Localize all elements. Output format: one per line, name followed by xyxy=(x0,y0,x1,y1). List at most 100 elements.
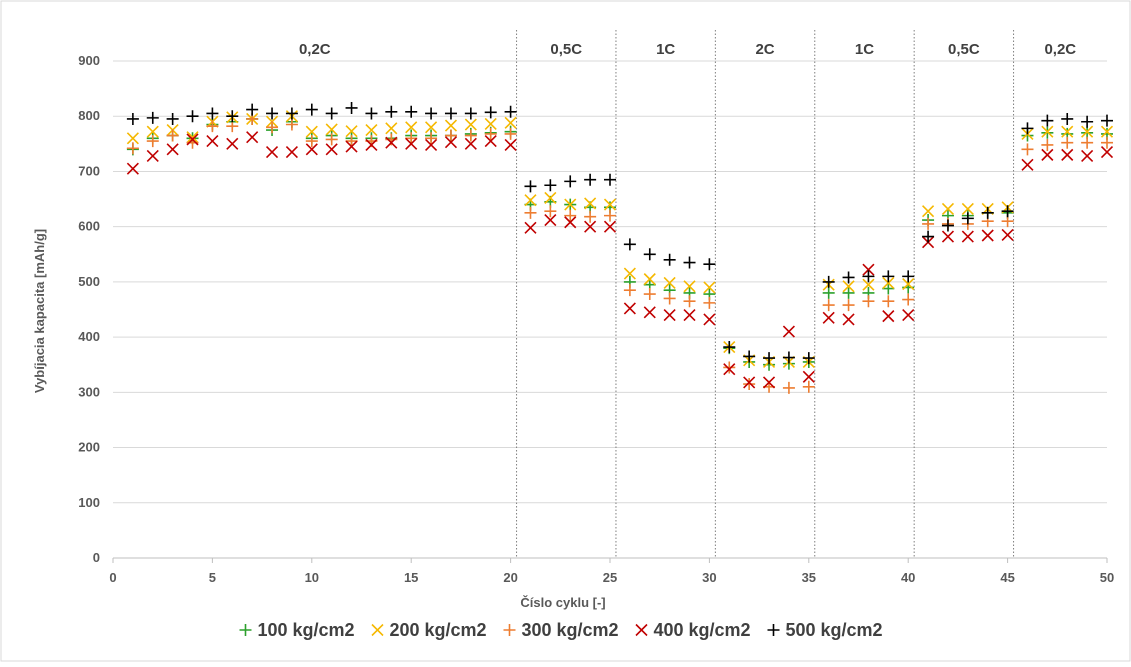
data-point xyxy=(126,132,139,145)
data-point xyxy=(1081,149,1094,163)
data-point xyxy=(345,140,358,153)
phase-label: 1C xyxy=(656,41,675,58)
data-point xyxy=(484,117,497,131)
data-point xyxy=(604,173,616,186)
data-point xyxy=(941,219,954,232)
data-point xyxy=(365,123,378,137)
data-point xyxy=(822,299,835,312)
data-point xyxy=(941,230,955,243)
data-point xyxy=(405,121,418,134)
x-tick-label: 0 xyxy=(109,570,116,585)
data-point xyxy=(186,133,199,146)
data-point xyxy=(285,146,298,159)
data-point xyxy=(325,107,338,120)
data-point xyxy=(206,120,219,133)
data-point xyxy=(961,230,974,243)
x-axis-title: Číslo cyklu [-] xyxy=(520,595,605,610)
data-point xyxy=(643,288,656,301)
data-point xyxy=(365,138,378,152)
data-point xyxy=(464,118,477,131)
data-point xyxy=(743,350,756,363)
data-point xyxy=(464,129,477,142)
data-point xyxy=(1081,125,1094,138)
data-point xyxy=(544,179,557,192)
data-point xyxy=(524,221,537,234)
data-point xyxy=(444,119,458,132)
phase-label: 0,5C xyxy=(948,41,980,58)
legend-marker xyxy=(371,623,384,637)
legend-label: 500 kg/cm2 xyxy=(786,620,883,640)
data-point xyxy=(126,112,139,125)
data-point xyxy=(663,308,676,322)
data-point xyxy=(305,143,318,156)
y-tick-label: 800 xyxy=(78,108,100,123)
data-point xyxy=(126,142,139,155)
data-point xyxy=(265,146,279,159)
data-point xyxy=(643,273,656,286)
data-point xyxy=(266,121,279,134)
y-axis-title: Vybíjacia kapacita [mAh/g] xyxy=(32,229,47,393)
data-point xyxy=(763,352,776,365)
y-tick-label: 200 xyxy=(78,440,100,455)
legend: 100 kg/cm2 200 kg/cm2 300 kg/cm2 400 kg/cm2… xyxy=(239,620,883,640)
data-point xyxy=(842,313,855,326)
data-point xyxy=(703,281,716,294)
data-point xyxy=(902,270,915,283)
legend-label: 100 kg/cm2 xyxy=(258,620,355,640)
data-point xyxy=(425,107,438,120)
data-point xyxy=(544,205,557,218)
data-point xyxy=(683,308,696,322)
data-point xyxy=(1081,136,1094,149)
data-point xyxy=(226,137,239,150)
data-point xyxy=(305,103,318,116)
y-tick-label: 300 xyxy=(78,384,100,399)
data-point xyxy=(425,132,438,145)
data-point xyxy=(882,276,895,290)
data-point xyxy=(922,205,935,218)
data-point xyxy=(802,370,815,383)
data-point xyxy=(842,271,855,284)
data-point xyxy=(564,216,577,229)
data-point xyxy=(1081,115,1094,128)
data-point xyxy=(604,209,616,222)
legend-label: 300 kg/cm2 xyxy=(522,620,619,640)
data-point xyxy=(623,267,636,280)
data-point xyxy=(484,135,497,148)
data-point xyxy=(822,311,835,324)
data-point xyxy=(862,295,875,308)
legend-entry: 200 kg/cm2 xyxy=(371,620,487,640)
data-point xyxy=(146,125,159,138)
x-tick-label: 20 xyxy=(503,570,517,585)
data-point xyxy=(782,351,795,364)
data-point xyxy=(961,202,974,216)
data-point xyxy=(1061,125,1074,138)
data-point xyxy=(564,198,577,211)
data-point xyxy=(206,107,219,120)
data-point xyxy=(146,135,159,148)
data-point xyxy=(385,136,398,149)
data-point xyxy=(226,110,239,123)
data-point xyxy=(504,138,517,152)
legend-marker xyxy=(635,623,648,637)
data-point xyxy=(305,135,318,148)
data-point xyxy=(405,105,418,118)
data-point xyxy=(126,162,139,175)
data-point xyxy=(1041,148,1054,161)
data-point xyxy=(902,278,915,291)
data-point xyxy=(524,194,537,207)
data-point xyxy=(405,132,418,145)
data-point xyxy=(584,197,597,210)
data-point xyxy=(922,230,935,243)
data-point xyxy=(325,143,338,156)
legend-entry: 500 kg/cm2 xyxy=(767,620,883,640)
data-point xyxy=(524,180,537,193)
data-point xyxy=(782,381,795,394)
data-point xyxy=(1021,122,1034,135)
data-point xyxy=(564,209,577,222)
x-tick-label: 25 xyxy=(603,570,617,585)
legend-entry: 400 kg/cm2 xyxy=(635,620,751,640)
data-point xyxy=(285,107,298,120)
phase-labels: 0,2C 0,5C 1C 2C 1C 0,5C 0,2C xyxy=(299,41,1076,58)
